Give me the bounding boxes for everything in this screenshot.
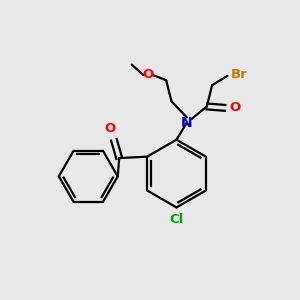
Text: O: O — [105, 122, 116, 134]
Text: Br: Br — [230, 68, 247, 80]
Text: O: O — [229, 101, 241, 114]
Text: N: N — [181, 116, 193, 130]
Text: Cl: Cl — [169, 213, 184, 226]
Text: O: O — [142, 68, 154, 81]
